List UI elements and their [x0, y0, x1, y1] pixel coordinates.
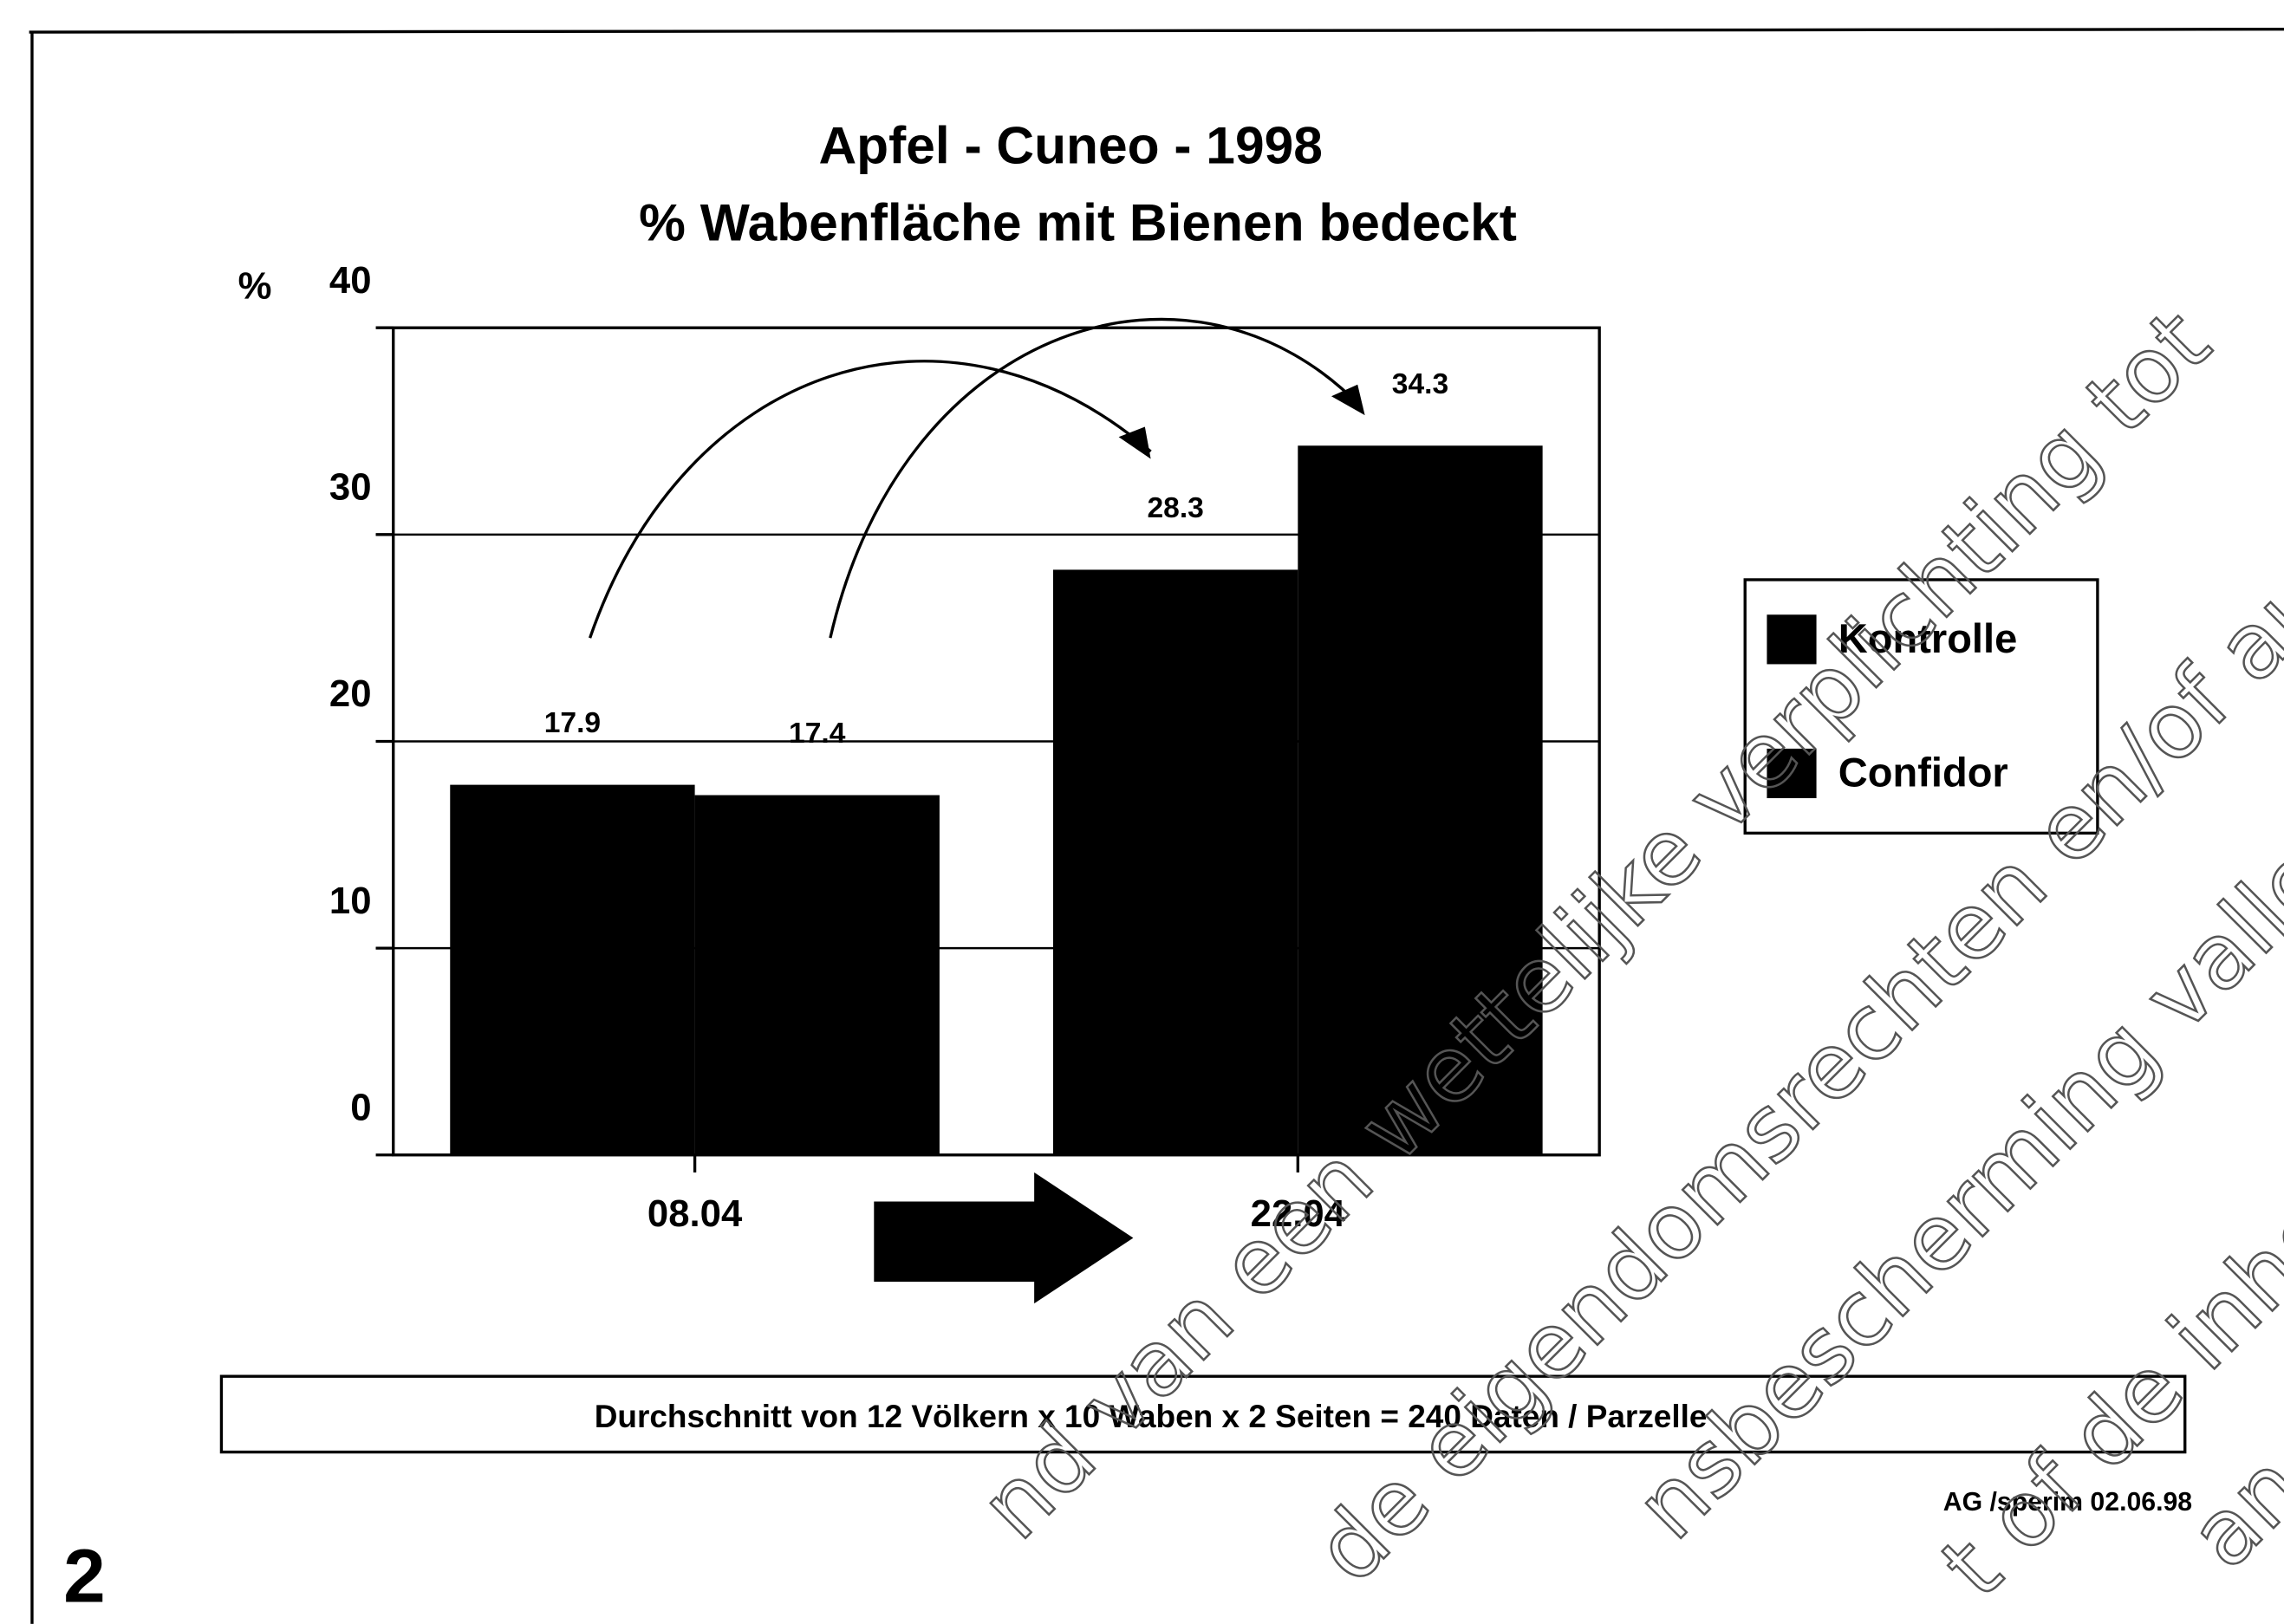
legend-swatch [1767, 748, 1817, 799]
time-arrow [874, 1172, 1134, 1304]
trend-arrow [589, 360, 1152, 639]
source: AG /sperim 02.06.98 [1943, 1488, 2192, 1517]
chart-subtitle: % Wabenfläche mit Bienen bedeckt [639, 192, 1517, 251]
value-label: 17.9 [544, 707, 601, 739]
page-border-top [29, 28, 2284, 34]
y-tick-label: 10 [329, 880, 372, 922]
y-tick-label: 30 [329, 466, 372, 509]
y-tick-label: 20 [329, 672, 372, 715]
x-tick-label: 22.04 [1251, 1192, 1346, 1235]
arrow-head [1118, 426, 1151, 459]
value-label: 34.3 [1392, 368, 1448, 400]
x-tick-label: 08.04 [647, 1192, 743, 1235]
y-tick-label: 0 [350, 1086, 371, 1128]
bar [694, 795, 940, 1155]
value-label: 17.4 [789, 718, 846, 750]
note-box [219, 1374, 2187, 1454]
bar [1298, 445, 1543, 1155]
bar [450, 784, 695, 1155]
legend-label: Kontrolle [1838, 615, 2017, 661]
trend-arrow [829, 317, 1363, 639]
legend-label: Confidor [1838, 750, 2008, 796]
y-axis-label: % [238, 265, 272, 308]
plot: 0 10 20 30 40 08.04 17.9 17.4 22.04 28.3 34.3 Kontr… [329, 259, 2017, 1235]
arrow-head [1331, 384, 1365, 416]
note: Durchschnitt von 12 Völkern x 10 Waben x… [595, 1399, 1708, 1434]
page-number: 2 [63, 1534, 106, 1619]
chart-title: Apfel - Cuneo - 1998 [818, 115, 1322, 174]
bar [1052, 569, 1298, 1155]
value-label: 28.3 [1147, 492, 1203, 524]
y-tick-label: 40 [329, 259, 372, 302]
legend-swatch [1767, 614, 1817, 665]
